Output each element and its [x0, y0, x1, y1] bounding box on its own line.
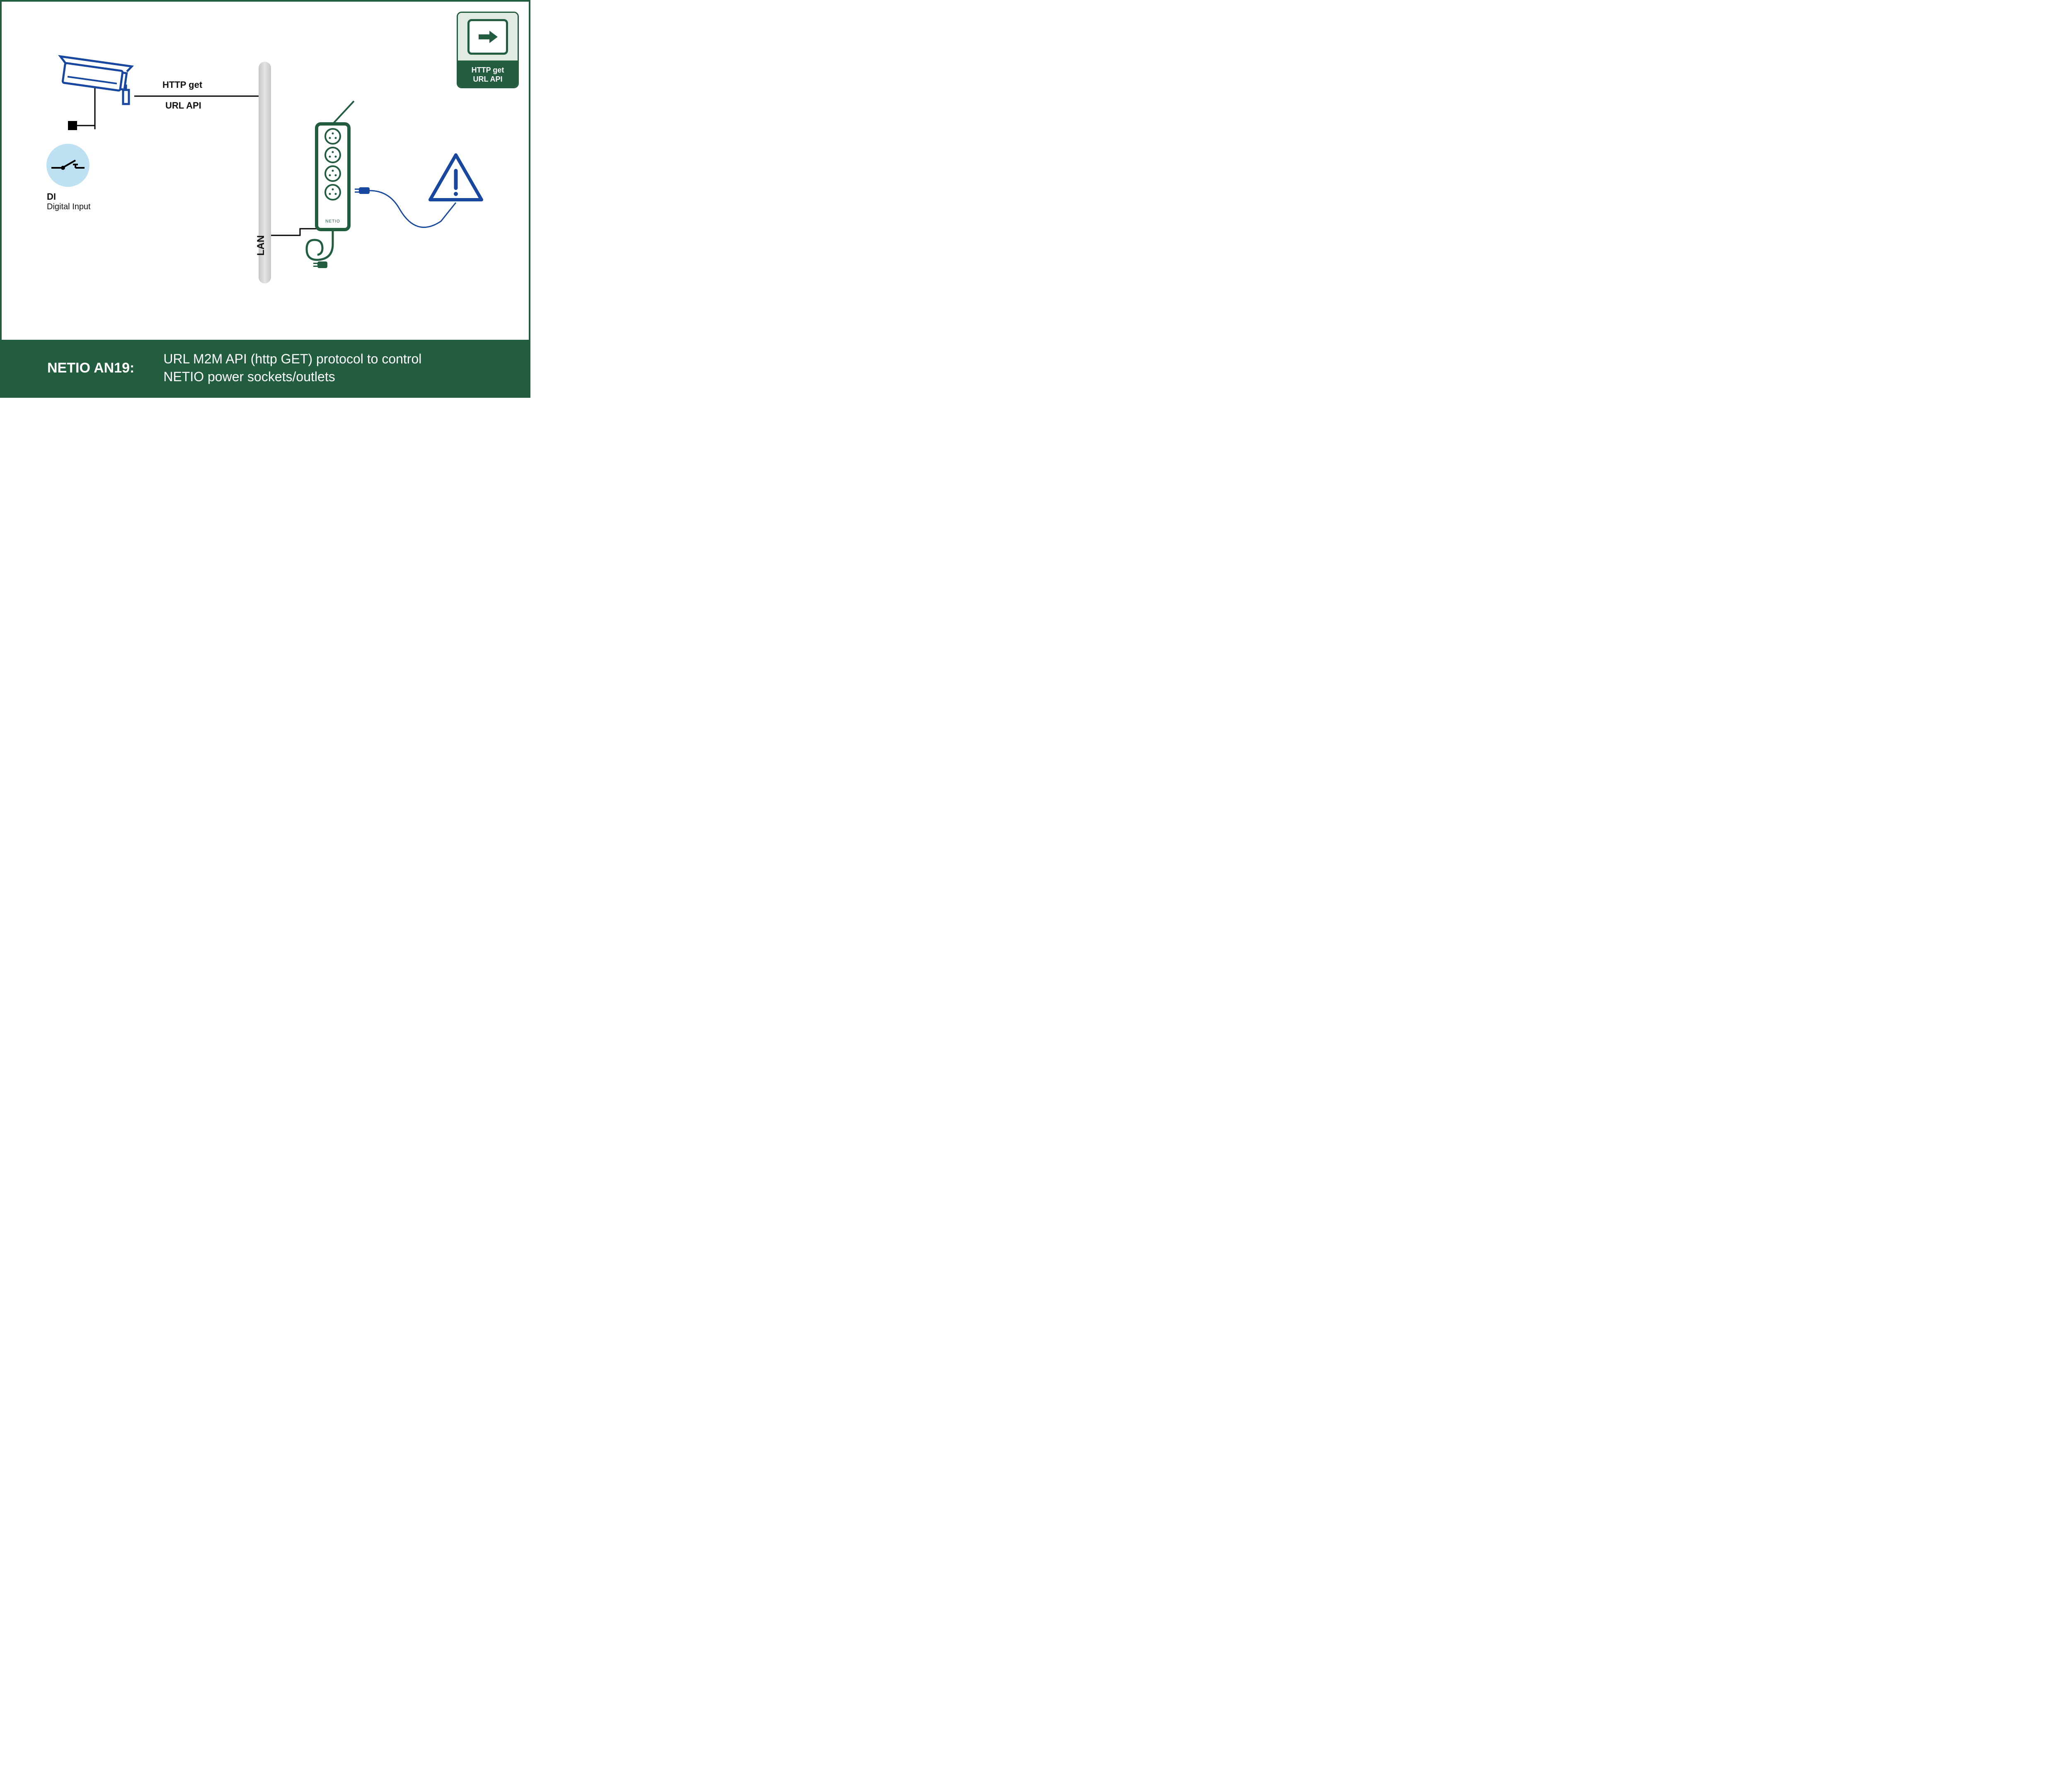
api-badge-top: [458, 13, 518, 60]
badge-line2: URL API: [473, 75, 502, 84]
api-badge: HTTP get URL API: [457, 12, 519, 88]
diagram-area: LAN HTTP get URL API: [2, 2, 529, 341]
caption-bar: NETIO AN19: URL M2M API (http GET) proto…: [2, 340, 529, 396]
blue-plug-icon: [355, 187, 370, 194]
arrow-right-icon: [467, 19, 508, 55]
caption-line1: URL M2M API (http GET) protocol to contr…: [163, 351, 421, 366]
api-badge-bottom: HTTP get URL API: [458, 60, 518, 88]
diagram-frame: LAN HTTP get URL API: [0, 0, 530, 398]
badge-line1: HTTP get: [472, 66, 504, 75]
caption-description: URL M2M API (http GET) protocol to contr…: [163, 350, 421, 386]
blue-cable-and-alert: [2, 2, 532, 341]
caption-line2: NETIO power sockets/outlets: [163, 369, 335, 384]
alert-triangle-icon: [430, 155, 482, 200]
caption-title: NETIO AN19:: [47, 360, 134, 376]
